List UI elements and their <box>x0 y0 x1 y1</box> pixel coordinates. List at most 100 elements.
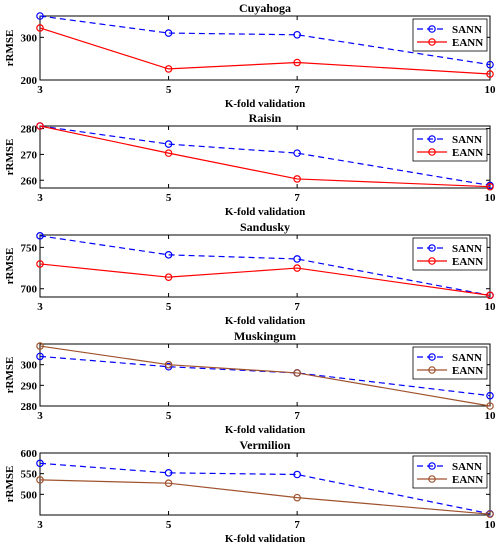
y-axis-label: rRMSE <box>4 357 16 394</box>
x-tick-label: 10 <box>485 301 497 313</box>
series-line-eann <box>39 345 491 407</box>
data-point-eann <box>293 264 301 272</box>
chart-panel-3: Muskingum 3 5 7 10 280 290 300 K-fold validation… <box>4 329 496 436</box>
chart-title: Raisin <box>249 111 282 125</box>
y-axis-label: rRMSE <box>4 466 16 503</box>
chart-panel-0: Cuyahoga 3 5 7 10 200 300 K-fold validation rRMS… <box>4 1 496 110</box>
axes-box <box>39 234 491 298</box>
legend-box <box>412 346 488 380</box>
x-tick-label: 7 <box>294 301 300 313</box>
legend-label-eann: EANN <box>452 474 483 486</box>
y-tick-label: 500 <box>21 489 38 501</box>
data-point-sann <box>164 29 173 37</box>
axes-box <box>39 452 491 516</box>
data-point-eann <box>164 149 173 157</box>
y-tick-label: 550 <box>21 469 38 481</box>
y-tick-label: 300 <box>21 32 38 44</box>
axes-box <box>39 15 491 81</box>
data-point-eann <box>293 369 301 377</box>
data-point-sann <box>486 60 494 69</box>
data-point-eann <box>293 493 301 502</box>
chart-title: Muskingum <box>234 329 296 343</box>
y-tick-label: 300 <box>21 360 38 372</box>
x-tick-label: 7 <box>294 84 300 96</box>
legend-marker-sann <box>428 462 436 470</box>
series-line-eann <box>39 27 491 75</box>
data-point-sann <box>36 232 44 240</box>
x-tick-label: 3 <box>37 519 43 531</box>
y-tick-label: 750 <box>21 242 38 254</box>
y-tick-label: 280 <box>21 401 38 413</box>
data-point-sann <box>293 30 301 39</box>
x-tick-label: 3 <box>37 410 43 422</box>
series-line-sann <box>39 15 491 66</box>
x-tick-label: 5 <box>166 410 172 422</box>
data-point-eann <box>164 360 173 369</box>
data-point-sann <box>293 255 301 263</box>
chart-panel-1: Raisin 3 5 7 10 260 270 280 K-fold validation rRM… <box>4 111 496 218</box>
x-axis-label: K-fold validation <box>225 533 305 545</box>
legend-label-eann: EANN <box>452 147 483 159</box>
data-point-eann <box>486 510 494 518</box>
legend-label-sann: SANN <box>452 134 482 146</box>
legend-box <box>412 18 488 52</box>
legend-label-eann: EANN <box>452 37 483 49</box>
series-line-sann <box>39 235 491 296</box>
data-point-sann <box>164 469 173 477</box>
legend-label-sann: SANN <box>452 352 482 364</box>
data-point-eann <box>486 182 494 191</box>
data-point-eann <box>36 476 44 484</box>
legend-box <box>412 455 488 489</box>
series-line-sann <box>39 462 491 515</box>
y-tick-label: 600 <box>21 448 38 460</box>
legend-label-eann: EANN <box>452 256 483 268</box>
legend-marker-eann <box>428 366 436 374</box>
data-point-eann <box>486 70 494 78</box>
chart-panel-4: Vermilion 3 5 7 10 500 550 600 K-fold validation… <box>4 438 496 545</box>
y-axis-label: rRMSE <box>4 30 16 67</box>
data-point-eann <box>293 58 301 67</box>
legend-box <box>412 128 488 162</box>
x-tick-label: 10 <box>485 84 497 96</box>
y-tick-label: 270 <box>21 149 38 161</box>
x-tick-label: 7 <box>294 410 300 422</box>
x-tick-label: 10 <box>485 519 497 531</box>
y-tick-label: 280 <box>21 124 38 136</box>
data-point-sann <box>36 459 44 468</box>
y-tick-label: 200 <box>21 75 38 87</box>
x-tick-label: 5 <box>166 519 172 531</box>
legend-marker-eann <box>428 475 436 483</box>
x-tick-label: 5 <box>166 301 172 313</box>
x-tick-label: 7 <box>294 192 300 204</box>
legend-label-sann: SANN <box>452 243 482 255</box>
x-tick-label: 10 <box>485 410 497 422</box>
y-tick-label: 260 <box>21 175 38 187</box>
legend-marker-sann <box>428 244 436 252</box>
data-point-eann <box>486 402 494 410</box>
x-tick-label: 5 <box>166 84 172 96</box>
legend-marker-eann <box>428 38 436 46</box>
data-point-eann <box>36 260 44 268</box>
legend-marker-eann <box>428 257 436 265</box>
data-point-eann <box>36 122 44 130</box>
legend-label-sann: SANN <box>452 461 482 473</box>
legend-marker-sann <box>428 25 436 33</box>
data-point-sann <box>164 251 173 259</box>
data-point-eann <box>486 291 494 300</box>
data-point-sann <box>164 140 173 148</box>
x-axis-label: K-fold validation <box>225 424 305 436</box>
chart-title: Sandusky <box>240 220 290 234</box>
x-axis-label: K-fold validation <box>225 98 305 110</box>
data-point-eann <box>36 24 44 32</box>
legend-label-sann: SANN <box>452 24 482 36</box>
data-point-eann <box>36 342 44 350</box>
chart-title: Vermilion <box>240 438 291 452</box>
series-line-sann <box>39 125 491 187</box>
chart-title: Cuyahoga <box>239 1 291 15</box>
legend-label-eann: EANN <box>452 365 483 377</box>
x-tick-label: 7 <box>294 519 300 531</box>
y-axis-label: rRMSE <box>4 248 16 285</box>
